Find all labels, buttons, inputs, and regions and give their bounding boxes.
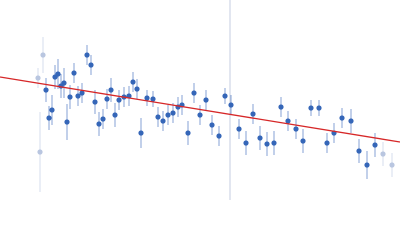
data-point [160,118,166,124]
data-point [285,118,291,124]
data-point [191,90,197,96]
data-point [67,94,73,100]
data-point [197,112,203,118]
data-point [138,130,144,136]
data-point [144,95,150,101]
data-point [116,97,122,103]
data-point [134,86,140,92]
data-point [264,141,270,147]
data-point [55,71,61,77]
data-point [243,140,249,146]
data-point [364,162,370,168]
data-point [84,52,90,58]
data-point [64,119,70,125]
data-point [88,62,94,68]
data-point [150,96,156,102]
chart [0,0,400,200]
data-point [46,115,52,121]
data-point [278,104,284,110]
data-point [170,110,176,116]
data-point [236,126,242,132]
data-point [316,105,322,111]
data-point [372,142,378,148]
data-point [293,126,299,132]
data-point [389,162,395,168]
data-point [104,96,110,102]
data-point [185,130,191,136]
data-point [92,99,98,105]
data-point [222,93,228,99]
data-point [96,121,102,127]
data-point [130,79,136,85]
data-point [35,75,41,81]
data-point [271,140,277,146]
data-point [356,148,362,154]
data-point [380,151,386,157]
data-point [257,135,263,141]
data-point [228,102,234,108]
data-point [61,80,67,86]
data-point [100,116,106,122]
data-point [40,52,46,58]
data-point [203,97,209,103]
data-point [43,87,49,93]
fit-line [0,76,400,143]
data-point [308,105,314,111]
data-point [250,111,256,117]
data-point [108,87,114,93]
data-point [209,122,215,128]
page: (() => { const data = JSON.parse(documen… [0,0,400,200]
data-point [71,70,77,76]
data-point [300,138,306,144]
data-point [348,118,354,124]
data-point [155,114,161,120]
data-point [75,93,81,99]
data-point [165,112,171,118]
data-point [339,115,345,121]
data-point [324,140,330,146]
data-point [79,90,85,96]
data-point [216,133,222,139]
data-point [112,112,118,118]
data-point [37,149,43,155]
data-point [49,107,55,113]
